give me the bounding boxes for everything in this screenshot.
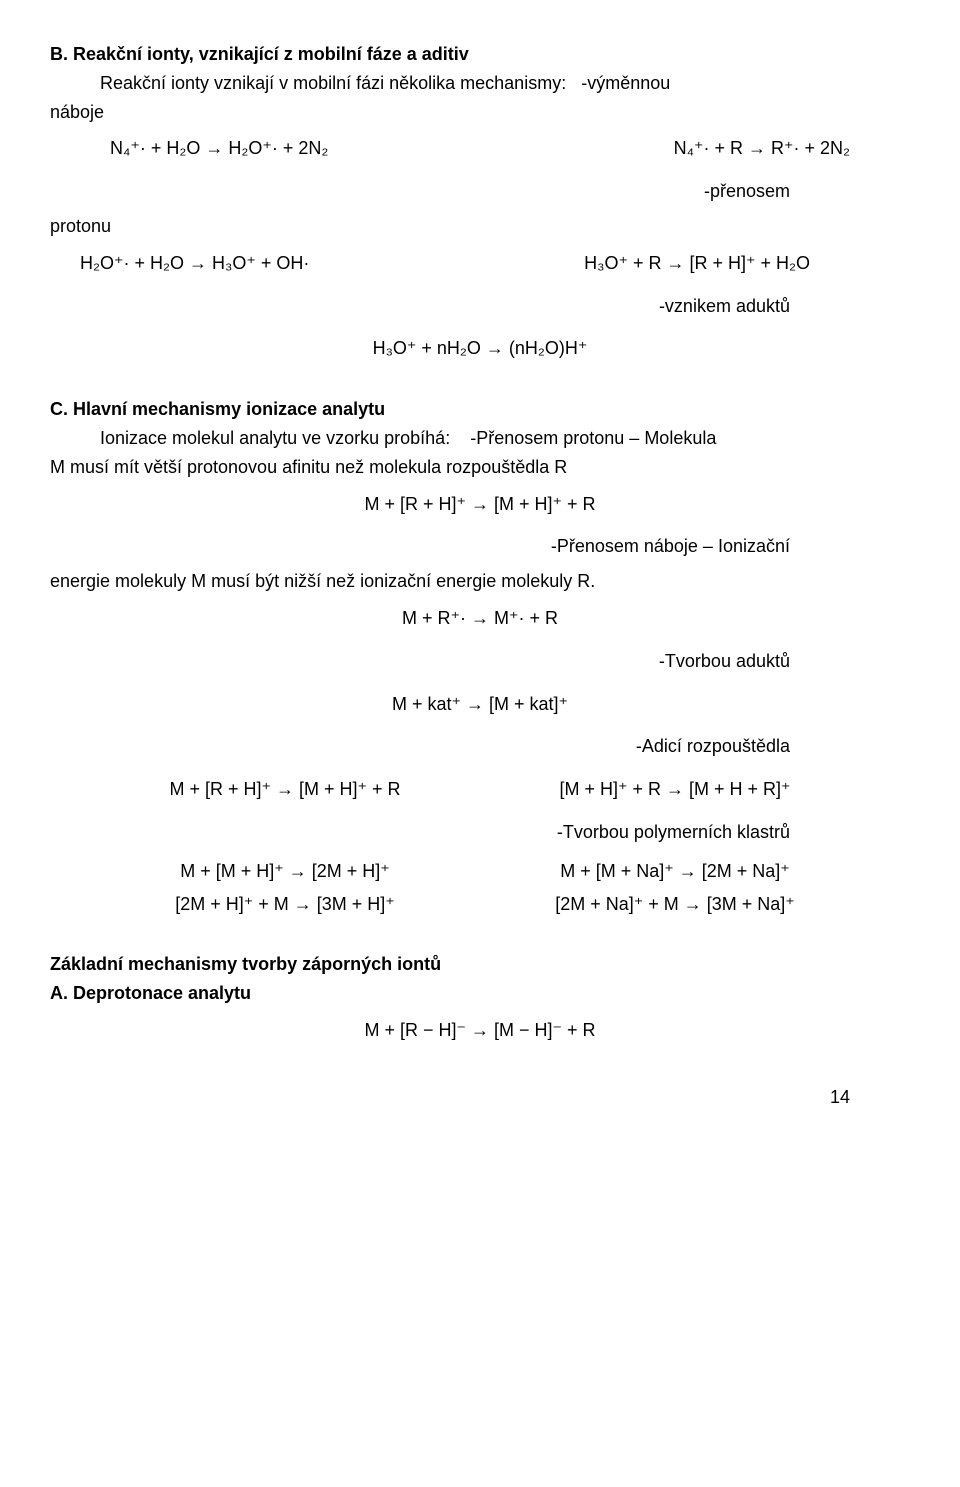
section-c-title: C. Hlavní mechanismy ionizace analytu xyxy=(50,395,910,424)
intro-text-b: Reakční ionty vznikají v mobilní fázi ně… xyxy=(100,73,566,93)
label-charge-c: -Přenosem náboje – Ionizační xyxy=(50,526,910,567)
eq-c3: M + kat⁺ → [M + kat]⁺ xyxy=(50,682,910,727)
label-cluster-c: -Tvorbou polymerních klastrů xyxy=(50,812,910,853)
eq-negative: M + [R − H]⁻ → [M − H]⁻ + R xyxy=(50,1008,910,1053)
eq-row-b2: H₂O⁺· + H₂O → H₃O⁺ + OH· H₃O⁺ + R → [R +… xyxy=(50,241,910,286)
eq-c4-left: M + [R + H]⁺ → [M + H]⁺ + R xyxy=(90,775,480,804)
section-c-line3: energie molekuly M musí být nižší než io… xyxy=(50,567,910,596)
eq-b3: H₃O⁺ + nH₂O → (nH₂O)H⁺ xyxy=(50,326,910,371)
eq-c4-right: [M + H]⁺ + R → [M + H + R]⁺ xyxy=(480,775,870,804)
label-addition-c: -Adicí rozpouštědla xyxy=(50,726,910,767)
negative-title: Základní mechanismy tvorby záporných ion… xyxy=(50,950,910,979)
intro-text-c: Ionizace molekul analytu ve vzorku probí… xyxy=(100,428,450,448)
section-b-intro: Reakční ionty vznikají v mobilní fázi ně… xyxy=(50,69,910,98)
word-proton: protonu xyxy=(50,212,910,241)
eq-b2-right: H₃O⁺ + R → [R + H]⁺ + H₂O xyxy=(584,249,810,278)
eq-c1: M + [R + H]⁺ → [M + H]⁺ + R xyxy=(50,482,910,527)
section-c-line2: M musí mít větší protonovou afinitu než … xyxy=(50,453,910,482)
negative-subA: A. Deprotonace analytu xyxy=(50,979,910,1008)
eq-row-c4: M + [R + H]⁺ → [M + H]⁺ + R [M + H]⁺ + R… xyxy=(50,767,910,812)
label-transfer: -přenosem xyxy=(50,171,910,212)
eq-c5-left-2: [2M + H]⁺ + M → [3M + H]⁺ xyxy=(90,890,480,919)
eq-b1-left: N₄⁺· + H₂O → H₂O⁺· + 2N₂ xyxy=(110,134,328,163)
intro-label-c: -Přenosem protonu – Molekula xyxy=(470,428,716,448)
eq-row-c5-1: M + [M + H]⁺ → [2M + H]⁺ M + [M + Na]⁺ →… xyxy=(50,853,910,888)
eq-c5-left-1: M + [M + H]⁺ → [2M + H]⁺ xyxy=(90,857,480,886)
eq-c2: M + R⁺· → M⁺· + R xyxy=(50,596,910,641)
intro-label-b: -výměnnou xyxy=(581,73,670,93)
eq-b1-right: N₄⁺· + R → R⁺· + 2N₂ xyxy=(674,134,850,163)
eq-c5-right-2: [2M + Na]⁺ + M → [3M + Na]⁺ xyxy=(480,890,870,919)
eq-row-c5-2: [2M + H]⁺ + M → [3M + H]⁺ [2M + Na]⁺ + M… xyxy=(50,888,910,927)
section-c-intro: Ionizace molekul analytu ve vzorku probí… xyxy=(50,424,910,453)
section-b-title: B. Reakční ionty, vznikající z mobilní f… xyxy=(50,40,910,69)
eq-b2-left: H₂O⁺· + H₂O → H₃O⁺ + OH· xyxy=(80,249,309,278)
eq-c5-right-1: M + [M + Na]⁺ → [2M + Na]⁺ xyxy=(480,857,870,886)
label-adducts: -vznikem aduktů xyxy=(50,286,910,327)
page-number: 14 xyxy=(50,1053,910,1112)
word-charge: náboje xyxy=(50,98,910,127)
eq-row-b1: N₄⁺· + H₂O → H₂O⁺· + 2N₂ N₄⁺· + R → R⁺· … xyxy=(50,126,910,171)
label-adduct-c: -Tvorbou aduktů xyxy=(50,641,910,682)
